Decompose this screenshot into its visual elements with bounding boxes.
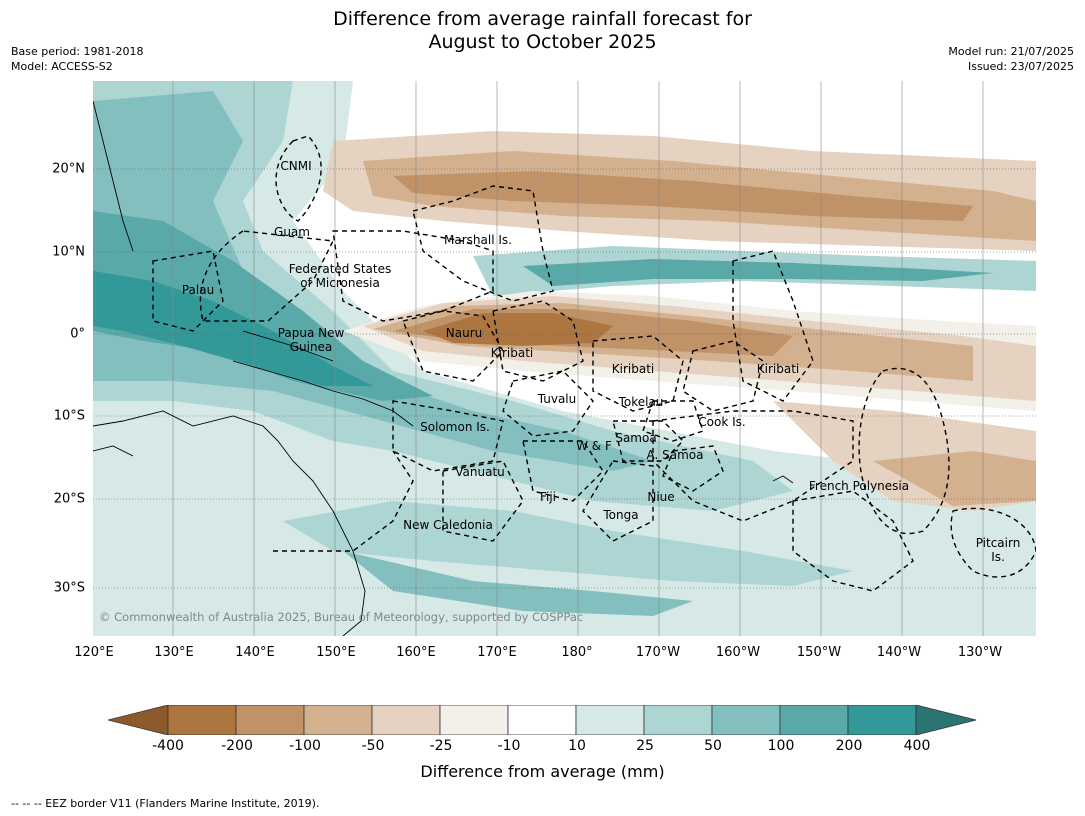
colorbar-tick-m25: -25 [429, 738, 453, 754]
label-new-caledonia: New Caledonia [403, 518, 493, 532]
colorbar-tick-100: 100 [767, 738, 795, 754]
lat-label-10n: 10°N [52, 244, 85, 260]
colorbar-tick-10: 10 [568, 738, 586, 754]
colorbar-segment [235, 705, 305, 735]
label-cook-islands: Cook Is. [698, 415, 746, 429]
copyright-notice: © Commonwealth of Australia 2025, Bureau… [99, 610, 584, 624]
colorbar-tick-50: 50 [704, 738, 722, 754]
rainfall-map [93, 81, 1036, 636]
label-kiribati-central: Kiribati [611, 362, 655, 376]
lon-label-120e: 120°E [74, 645, 114, 660]
colorbar-segment [711, 705, 781, 735]
label-niue: Niue [647, 490, 675, 504]
lon-label-140w: 140°W [876, 645, 922, 660]
colorbar-tick-400: 400 [903, 738, 931, 754]
lon-label-130w: 130°W [957, 645, 1003, 660]
colorbar-segment [779, 705, 849, 735]
label-pitcairn-line1: Pitcairn [975, 536, 1021, 550]
colorbar-tick-m200: -200 [221, 738, 253, 754]
base-period: Base period: 1981-2018 [11, 45, 144, 58]
label-pitcairn-line2: Is. [991, 550, 1005, 564]
label-american-samoa: A. Samoa [646, 448, 704, 462]
model-name: Model: ACCESS-S2 [11, 60, 113, 73]
lon-label-160e: 160°E [396, 645, 436, 660]
colorbar-tick-m400: -400 [152, 738, 184, 754]
title-line-2: August to October 2025 [428, 31, 657, 53]
lon-label-160w: 160°W [715, 645, 761, 660]
lon-label-170e: 170°E [477, 645, 517, 660]
label-kiribati-west: Kiribati [490, 346, 534, 360]
colorbar-label: Difference from average (mm) [420, 762, 665, 781]
label-guam: Guam [274, 225, 310, 239]
label-wallis-futuna: W & F [576, 439, 612, 453]
label-samoa: Samoa [615, 431, 657, 445]
colorbar-segment [847, 705, 917, 735]
lon-label-150w: 150°W [796, 645, 842, 660]
colorbar [108, 705, 977, 735]
label-french-polynesia: French Polynesia [808, 479, 910, 493]
label-solomon-islands: Solomon Is. [420, 420, 490, 434]
label-pitcairn: Pitcairn Is. [976, 536, 1021, 564]
lat-label-20s: 20°S [53, 491, 85, 507]
model-run: Model run: 21/07/2025 [948, 45, 1074, 58]
lon-label-170w: 170°W [635, 645, 681, 660]
graticule [172, 81, 984, 636]
lat-label-10s: 10°S [53, 408, 85, 424]
colorbar-segment [643, 705, 713, 735]
eez-legend-note: -- -- -- EEZ border V11 (Flanders Marine… [11, 797, 320, 810]
issued-date: Issued: 23/07/2025 [967, 60, 1074, 73]
label-png: Papua New Guinea [278, 326, 345, 354]
lon-label-180: 180° [561, 645, 593, 660]
colorbar-tick-200: 200 [835, 738, 863, 754]
lon-label-150e: 150°E [316, 645, 356, 660]
label-nauru: Nauru [445, 326, 483, 340]
lat-label-0: 0° [70, 326, 85, 342]
label-cnmi: CNMI [280, 159, 312, 173]
label-fiji: Fiji [539, 490, 557, 504]
colorbar-tick-m100: -100 [289, 738, 321, 754]
colorbar-segment [575, 705, 645, 735]
meta-right: Model run: 21/07/2025 Issued: 23/07/2025 [948, 44, 1074, 74]
colorbar-segment [167, 705, 237, 735]
lat-label-20n: 20°N [52, 161, 85, 177]
colorbar-tick-m50: -50 [361, 738, 385, 754]
label-tokelau: Tokelau [618, 395, 664, 409]
label-micronesia-line2: of Micronesia [300, 276, 380, 290]
lat-label-30s: 30°S [53, 580, 85, 596]
colorbar-extend-high [915, 705, 977, 735]
colorbar-tick-25: 25 [636, 738, 654, 754]
colorbar-extend-low [108, 705, 169, 735]
label-png-line1: Papua New [277, 326, 345, 340]
colorbar-segment [371, 705, 441, 735]
map-canvas [93, 81, 1036, 636]
label-palau: Palau [181, 283, 215, 297]
title-line-1: Difference from average rainfall forecas… [333, 8, 752, 30]
meta-left: Base period: 1981-2018 Model: ACCESS-S2 [11, 44, 143, 74]
colorbar-segment [439, 705, 509, 735]
label-tonga: Tonga [603, 508, 639, 522]
lon-label-130e: 130°E [154, 645, 194, 660]
colorbar-segment [303, 705, 373, 735]
colorbar-segment [507, 705, 577, 735]
label-vanuatu: Vanuatu [455, 465, 505, 479]
label-micronesia-line1: Federated States [288, 262, 392, 276]
label-kiribati-east: Kiribati [756, 362, 800, 376]
label-tuvalu: Tuvalu [537, 392, 577, 406]
label-png-line2: Guinea [289, 340, 333, 354]
eez-borders [152, 135, 1036, 592]
lon-label-140e: 140°E [235, 645, 275, 660]
label-marshall-islands: Marshall Is. [444, 233, 512, 247]
colorbar-tick-m10: -10 [497, 738, 521, 754]
label-micronesia: Federated States of Micronesia [289, 262, 391, 290]
map-title: Difference from average rainfall forecas… [0, 8, 1085, 54]
